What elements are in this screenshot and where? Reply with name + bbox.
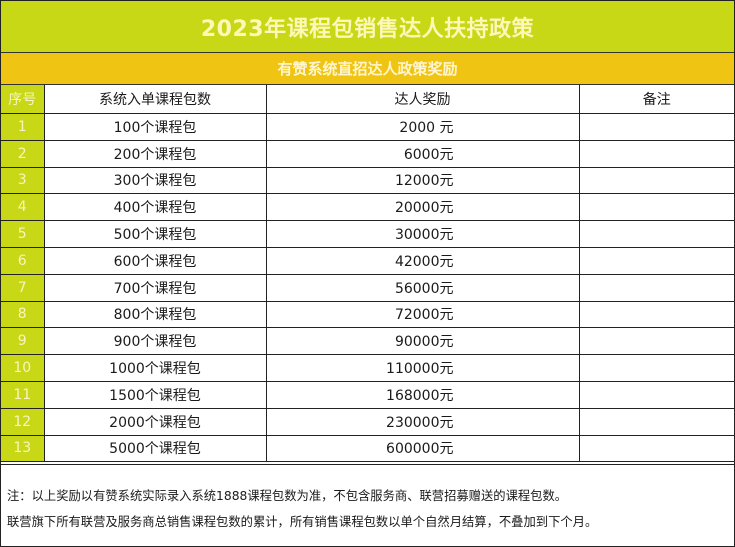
row-reward: 42000元: [265, 246, 580, 275]
row-packages: 5000个课程包: [43, 434, 267, 463]
row-packages: 400个课程包: [43, 193, 267, 222]
row-index: 8: [1, 300, 45, 329]
header-packages: 系统入单课程包数: [43, 85, 267, 114]
table-row: 3 300个课程包 12000元: [1, 166, 734, 195]
table-row: 11 1500个课程包 168000元: [1, 380, 734, 409]
row-index: 5: [1, 220, 45, 248]
row-reward: 20000元: [265, 193, 580, 222]
row-remark: [578, 139, 734, 168]
table-row: 4 400个课程包 20000元: [1, 193, 734, 222]
header-reward: 达人奖励: [265, 85, 580, 114]
row-index: 1: [1, 113, 45, 141]
row-index: 12: [1, 407, 45, 436]
row-remark: [578, 380, 734, 409]
reward-table: 序号 系统入单课程包数 达人奖励 备注 1 100个课程包 2000 元 2 200个课…: [1, 85, 734, 463]
row-remark: [578, 220, 734, 248]
row-remark: [578, 354, 734, 382]
table-row: 6 600个课程包 42000元: [1, 246, 734, 275]
row-index: 10: [1, 354, 45, 382]
row-index: 2: [1, 139, 45, 168]
row-index: 3: [1, 166, 45, 195]
footnote: 注：以上奖励以有赞系统实际录入系统1888课程包数为准，不包含服务商、联营招募赠…: [1, 464, 734, 546]
row-packages: 200个课程包: [43, 139, 267, 168]
row-reward: 90000元: [265, 327, 580, 356]
row-index: 4: [1, 193, 45, 222]
table-row: 8 800个课程包 72000元: [1, 300, 734, 329]
page-title: 2023年课程包销售达人扶持政策: [1, 1, 734, 53]
row-index: 9: [1, 327, 45, 356]
row-reward: 6000元: [265, 139, 580, 168]
row-reward: 230000元: [265, 407, 580, 436]
row-remark: [578, 273, 734, 302]
row-index: 7: [1, 273, 45, 302]
table-row: 5 500个课程包 30000元: [1, 220, 734, 248]
row-reward: 12000元: [265, 166, 580, 195]
row-packages: 300个课程包: [43, 166, 267, 195]
row-index: 11: [1, 380, 45, 409]
table-row: 7 700个课程包 56000元: [1, 273, 734, 302]
row-remark: [578, 327, 734, 356]
table-row: 9 900个课程包 90000元: [1, 327, 734, 356]
row-remark: [578, 193, 734, 222]
row-packages: 100个课程包: [43, 113, 267, 141]
row-remark: [578, 434, 734, 463]
header-remark: 备注: [578, 85, 734, 114]
section-subtitle: 有赞系统直招达人政策奖励: [1, 53, 734, 85]
row-reward: 56000元: [265, 273, 580, 302]
row-remark: [578, 166, 734, 195]
table-row: 12 2000个课程包 230000元: [1, 407, 734, 436]
row-reward: 72000元: [265, 300, 580, 329]
row-reward: 110000元: [265, 354, 580, 382]
table-header-row: 序号 系统入单课程包数 达人奖励 备注: [1, 85, 734, 114]
table-row: 2 200个课程包 6000元: [1, 139, 734, 168]
row-reward: 168000元: [265, 380, 580, 409]
row-packages: 800个课程包: [43, 300, 267, 329]
row-packages: 500个课程包: [43, 220, 267, 248]
row-index: 13: [1, 434, 45, 463]
row-index: 6: [1, 246, 45, 275]
row-reward: 600000元: [265, 434, 580, 463]
table-row: 1 100个课程包 2000 元: [1, 113, 734, 141]
row-remark: [578, 300, 734, 329]
footnote-line-2: 联营旗下所有联营及服务商总销售课程包数的累计，所有销售课程包数以单个自然月结算，…: [7, 515, 598, 529]
row-reward: 2000 元: [265, 113, 580, 141]
table-row: 13 5000个课程包 600000元: [1, 434, 734, 463]
row-remark: [578, 407, 734, 436]
row-packages: 1500个课程包: [43, 380, 267, 409]
row-packages: 700个课程包: [43, 273, 267, 302]
row-reward: 30000元: [265, 220, 580, 248]
row-packages: 900个课程包: [43, 327, 267, 356]
row-remark: [578, 113, 734, 141]
row-packages: 600个课程包: [43, 246, 267, 275]
table-row: 10 1000个课程包 110000元: [1, 354, 734, 382]
row-packages: 1000个课程包: [43, 354, 267, 382]
row-packages: 2000个课程包: [43, 407, 267, 436]
footnote-line-1: 注：以上奖励以有赞系统实际录入系统1888课程包数为准，不包含服务商、联营招募赠…: [7, 489, 568, 503]
row-remark: [578, 246, 734, 275]
header-index: 序号: [1, 85, 45, 114]
